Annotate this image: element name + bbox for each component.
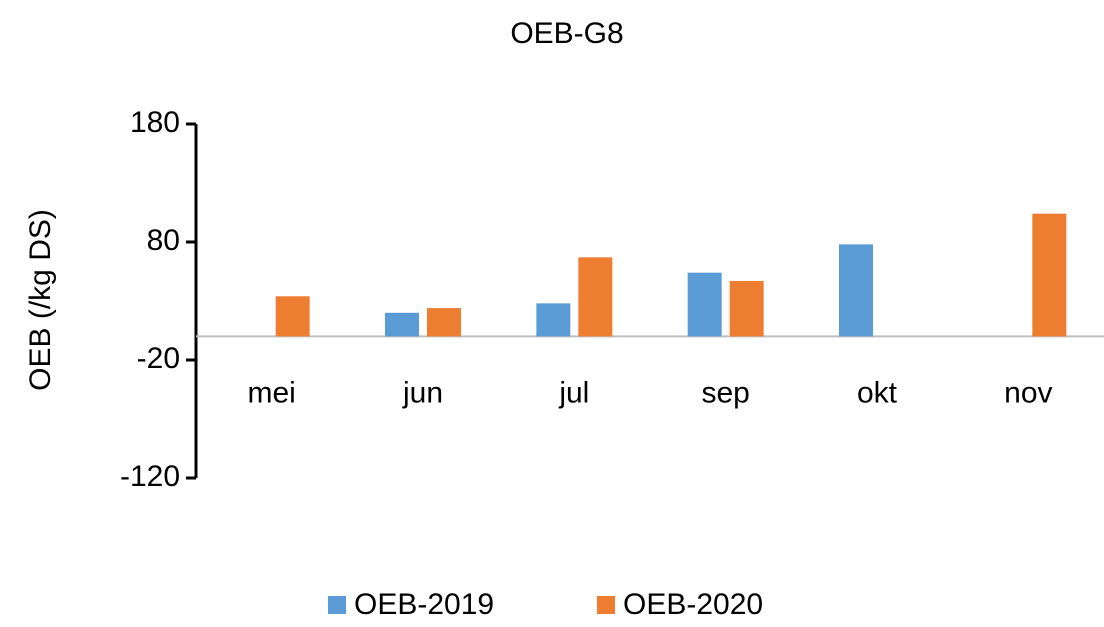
x-tick-label: sep (701, 376, 749, 409)
y-tick-label: -20 (137, 342, 180, 375)
bar (427, 308, 461, 337)
bar (729, 280, 764, 337)
x-tick-label: jul (558, 376, 589, 409)
y-tick-label: 180 (130, 106, 180, 139)
legend-swatch (597, 596, 615, 614)
x-tick-label: jun (402, 376, 443, 409)
bar (1032, 213, 1067, 337)
legend-swatch (328, 596, 346, 614)
y-tick-label: 80 (147, 224, 180, 257)
y-axis-label: OEB (/kg DS) (24, 209, 57, 391)
bar (536, 303, 571, 337)
bar (385, 312, 419, 337)
bar (275, 296, 310, 337)
legend-label: OEB-2019 (354, 588, 494, 621)
bar (839, 244, 873, 337)
bar (578, 257, 613, 337)
x-tick-label: nov (1004, 376, 1052, 409)
x-tick-label: okt (857, 376, 898, 409)
bar (687, 272, 722, 337)
legend-label: OEB-2020 (623, 588, 763, 621)
y-tick-label: -120 (120, 460, 180, 493)
chart-title: OEB-G8 (510, 17, 623, 50)
x-tick-label: mei (247, 376, 295, 409)
